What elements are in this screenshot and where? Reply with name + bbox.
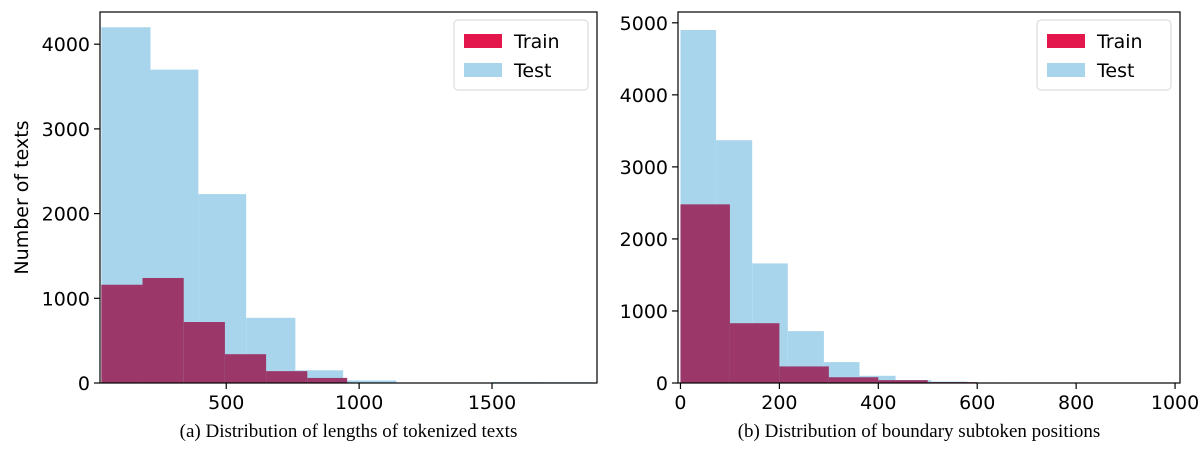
y-tick-label: 1000 [42, 288, 90, 310]
y-tick-label: 4000 [42, 34, 90, 56]
x-tick-label: 1000 [335, 392, 383, 414]
caption: (a) Distribution of lengths of tokenized… [180, 421, 518, 442]
y-tick-label: 2000 [42, 204, 90, 226]
x-tick-label: 200 [761, 392, 797, 414]
x-tick-label: 400 [860, 392, 896, 414]
x-tick-label: 0 [674, 392, 686, 414]
y-tick-label: 4000 [620, 85, 668, 107]
legend-label-train: Train [513, 31, 560, 53]
plot-frame [677, 11, 1181, 384]
y-tick-label: 2000 [620, 229, 668, 251]
train-bar [266, 371, 308, 383]
y-tick-label: 0 [656, 373, 668, 395]
train-bar [878, 380, 928, 383]
train-bar [680, 204, 730, 383]
train-bar [142, 277, 184, 383]
x-tick-label: 1000 [1151, 392, 1199, 414]
train-bar [101, 284, 143, 383]
x-tick-label: 800 [1058, 392, 1094, 414]
train-bar [779, 366, 829, 383]
x-tick-label: 600 [959, 392, 995, 414]
train-bar [224, 354, 267, 383]
legend: Train Test [453, 19, 589, 91]
y-tick-label: 5000 [620, 13, 668, 35]
legend-swatch-train [464, 34, 502, 48]
x-tick-label: 500 [208, 392, 244, 414]
legend-label-test: Test [513, 60, 551, 82]
x-tick-label: 1500 [468, 392, 516, 414]
legend-swatch-test [464, 63, 502, 77]
legend-label-train: Train [1096, 31, 1143, 53]
legend-swatch-test [1047, 63, 1085, 77]
chart-b: 0 200 400 600 800 1000 0 1000 2000 3000 4000 5000 Tr… [620, 11, 1199, 442]
chart-a: 500 1000 1500 0 1000 2000 3000 4000 Number of te… [11, 11, 598, 442]
y-axis-label: Number of texts [11, 120, 33, 274]
test-bar [343, 380, 397, 383]
legend-label-test: Test [1096, 60, 1134, 82]
y-tick-label: 1000 [620, 301, 668, 323]
legend-swatch-train [1047, 34, 1085, 48]
plot-frame [99, 11, 598, 384]
y-tick-label: 3000 [42, 119, 90, 141]
y-tick-label: 0 [78, 373, 90, 395]
caption: (b) Distribution of boundary subtoken po… [738, 421, 1101, 442]
train-bar [729, 323, 780, 383]
train-bar [828, 377, 879, 383]
y-tick-label: 3000 [620, 157, 668, 179]
train-bar [307, 377, 348, 383]
legend: Train Test [1036, 19, 1172, 91]
train-bar [183, 322, 225, 383]
